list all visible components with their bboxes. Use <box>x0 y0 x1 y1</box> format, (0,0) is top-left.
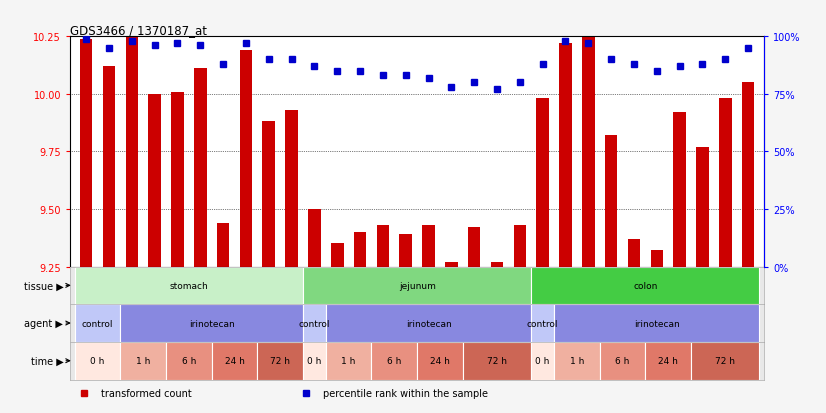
Bar <box>536 99 549 267</box>
Bar <box>554 304 759 342</box>
Bar <box>80 40 93 267</box>
Bar <box>400 235 412 267</box>
Bar <box>651 251 663 267</box>
Text: 24 h: 24 h <box>225 356 244 366</box>
Bar <box>285 111 298 267</box>
Text: jejunum: jejunum <box>399 281 435 290</box>
Bar <box>605 136 617 267</box>
Bar <box>217 223 230 267</box>
Text: 6 h: 6 h <box>615 356 629 366</box>
Bar <box>75 304 121 342</box>
Text: control: control <box>299 319 330 328</box>
Text: stomach: stomach <box>169 281 208 290</box>
Text: tissue ▶: tissue ▶ <box>23 281 64 291</box>
Bar <box>372 342 417 380</box>
Text: 1 h: 1 h <box>341 356 356 366</box>
Bar <box>719 99 732 267</box>
Bar <box>377 225 389 267</box>
Text: 24 h: 24 h <box>430 356 450 366</box>
Text: 0 h: 0 h <box>535 356 550 366</box>
Text: 6 h: 6 h <box>387 356 401 366</box>
Text: transformed count: transformed count <box>102 388 192 398</box>
Bar <box>468 228 481 267</box>
Bar <box>121 304 303 342</box>
Text: irinotecan: irinotecan <box>406 319 452 328</box>
Bar <box>691 342 759 380</box>
Text: irinotecan: irinotecan <box>189 319 235 328</box>
Bar <box>331 244 344 267</box>
Text: percentile rank within the sample: percentile rank within the sample <box>324 388 488 398</box>
Text: 0 h: 0 h <box>90 356 105 366</box>
Bar <box>75 267 303 304</box>
Bar <box>303 304 325 342</box>
Bar <box>742 83 754 267</box>
Text: GDS3466 / 1370187_at: GDS3466 / 1370187_at <box>70 24 207 37</box>
Bar <box>531 267 759 304</box>
Bar <box>445 262 458 267</box>
Text: 24 h: 24 h <box>658 356 678 366</box>
Bar <box>126 37 138 267</box>
Text: agent ▶: agent ▶ <box>25 318 64 328</box>
Bar <box>600 342 645 380</box>
Bar <box>325 342 372 380</box>
Text: colon: colon <box>634 281 657 290</box>
Bar <box>628 239 640 267</box>
Text: 1 h: 1 h <box>136 356 150 366</box>
Bar <box>194 69 206 267</box>
Bar <box>559 44 572 267</box>
Bar <box>325 304 531 342</box>
Text: 72 h: 72 h <box>270 356 290 366</box>
Bar <box>240 51 252 267</box>
Text: 1 h: 1 h <box>570 356 584 366</box>
Text: 72 h: 72 h <box>487 356 507 366</box>
Bar <box>171 92 183 267</box>
Bar <box>531 342 554 380</box>
Text: control: control <box>82 319 113 328</box>
Bar <box>166 342 211 380</box>
Bar <box>354 233 367 267</box>
Bar <box>263 122 275 267</box>
Text: time ▶: time ▶ <box>31 356 64 366</box>
Bar <box>422 225 434 267</box>
Bar <box>149 95 161 267</box>
Text: 0 h: 0 h <box>307 356 321 366</box>
Bar <box>211 342 258 380</box>
Bar <box>645 342 691 380</box>
Bar <box>582 37 595 267</box>
Bar <box>258 342 303 380</box>
Bar <box>554 342 600 380</box>
Bar <box>303 342 325 380</box>
Bar <box>308 209 320 267</box>
Bar <box>514 225 526 267</box>
Bar <box>75 342 121 380</box>
Bar <box>303 267 531 304</box>
Bar <box>491 262 503 267</box>
Bar <box>531 304 554 342</box>
Bar <box>121 342 166 380</box>
Text: 6 h: 6 h <box>182 356 196 366</box>
Text: 72 h: 72 h <box>715 356 735 366</box>
Text: irinotecan: irinotecan <box>634 319 680 328</box>
Bar <box>102 67 116 267</box>
Bar <box>696 147 709 267</box>
Bar <box>673 113 686 267</box>
Bar <box>417 342 463 380</box>
Bar <box>463 342 531 380</box>
Text: control: control <box>527 319 558 328</box>
